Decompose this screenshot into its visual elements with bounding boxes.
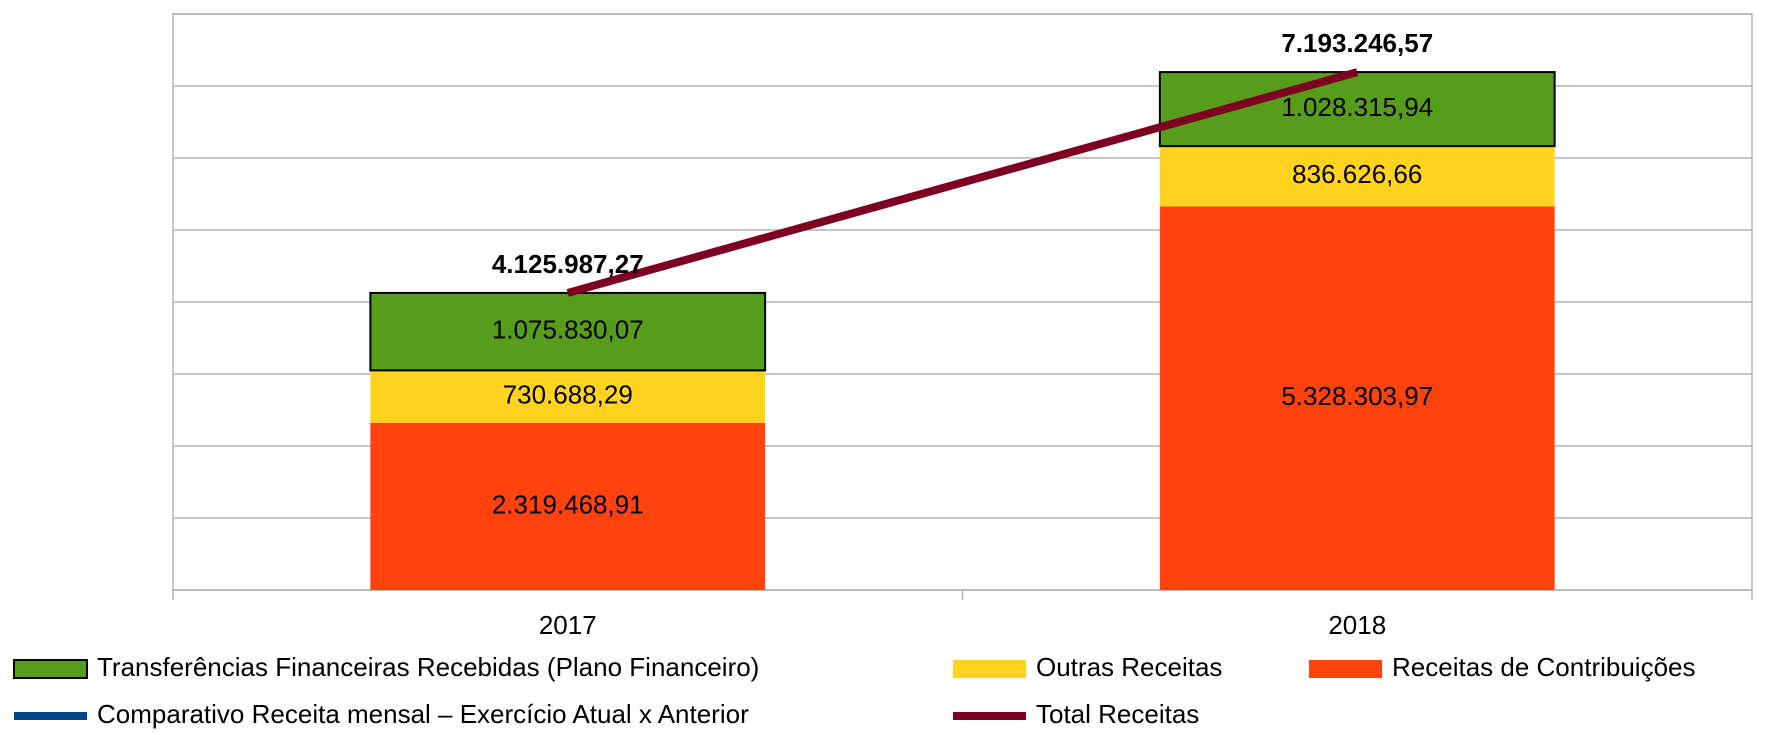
legend-swatch [13, 659, 88, 679]
line-series [566, 68, 1359, 297]
bar-segment [1159, 206, 1555, 590]
x-tick-label: 2018 [1328, 610, 1386, 640]
legend-swatch [14, 712, 87, 720]
legend-label: Total Receitas [1036, 699, 1199, 729]
data-label: 730.688,29 [503, 380, 633, 410]
data-label: 1.075.830,07 [492, 315, 644, 345]
data-label: 5.328.303,97 [1281, 381, 1433, 411]
legend-label: Transferências Financeiras Recebidas (Pl… [97, 652, 759, 682]
total-label: 4.125.987,27 [492, 249, 644, 279]
legend-label: Receitas de Contribuições [1392, 652, 1696, 682]
legend-label: Comparativo Receita mensal – Exercício A… [97, 699, 749, 729]
bar-segment [1159, 146, 1555, 207]
bar-segment [370, 422, 766, 590]
data-label: 2.319.468,91 [492, 489, 644, 519]
legend-swatch [953, 712, 1026, 720]
bar-segment [370, 370, 766, 423]
legend-swatch [1309, 660, 1382, 678]
total-label: 7.193.246,57 [1281, 28, 1433, 58]
data-label: 836.626,66 [1292, 159, 1422, 189]
x-tick-label: 2017 [539, 610, 597, 640]
bar-segment [369, 291, 767, 372]
legend-label: Outras Receitas [1036, 652, 1222, 682]
data-label: 1.028.315,94 [1281, 92, 1433, 122]
legend-swatch [953, 660, 1026, 678]
